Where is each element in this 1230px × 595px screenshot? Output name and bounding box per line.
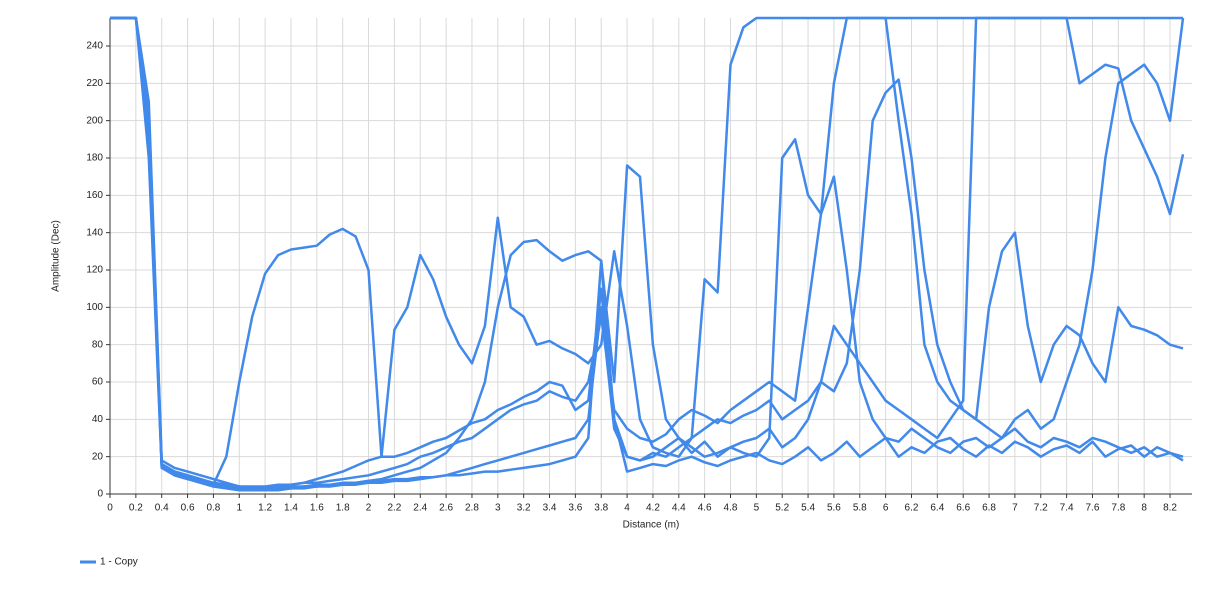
x-tick-label: 2 [366, 503, 372, 514]
x-tick-label: 8 [1141, 503, 1147, 514]
y-tick-label: 40 [92, 414, 104, 425]
x-tick-label: 5.4 [801, 503, 815, 514]
y-tick-label: 200 [86, 115, 103, 126]
x-tick-label: 4.8 [724, 503, 738, 514]
x-tick-label: 7 [1012, 503, 1018, 514]
y-tick-label: 140 [86, 227, 103, 238]
x-tick-label: 4.2 [646, 503, 660, 514]
x-tick-label: 6.6 [956, 503, 970, 514]
x-tick-label: 1.8 [336, 503, 350, 514]
x-tick-label: 7.2 [1034, 503, 1048, 514]
y-tick-label: 120 [86, 265, 103, 276]
y-tick-label: 100 [86, 302, 103, 313]
x-tick-label: 7.4 [1060, 503, 1074, 514]
y-axis-label: Amplitude (Dec) [51, 220, 62, 292]
x-tick-label: 1.4 [284, 503, 298, 514]
trace-line [110, 16, 1184, 488]
x-tick-label: 6.8 [982, 503, 996, 514]
x-tick-label: 3.4 [543, 503, 557, 514]
y-tick-label: 220 [86, 78, 103, 89]
x-tick-label: 6.4 [930, 503, 944, 514]
x-tick-label: 5.8 [853, 503, 867, 514]
x-tick-label: 3.2 [517, 503, 531, 514]
x-tick-label: 2.2 [387, 503, 401, 514]
y-tick-label: 80 [92, 339, 104, 350]
x-tick-label: 2.6 [439, 503, 453, 514]
x-tick-label: 4.6 [698, 503, 712, 514]
x-tick-label: 0.2 [129, 503, 143, 514]
trace-line [110, 16, 1185, 492]
x-tick-label: 1 [236, 503, 242, 514]
x-tick-label: 7.6 [1086, 503, 1100, 514]
x-tick-label: 4.4 [672, 503, 686, 514]
x-tick-label: 4 [624, 503, 630, 514]
x-tick-label: 1.6 [310, 503, 324, 514]
x-tick-label: 0.6 [181, 503, 195, 514]
x-tick-label: 5.2 [775, 503, 789, 514]
x-tick-label: 6.2 [905, 503, 919, 514]
x-tick-label: 0.8 [206, 503, 220, 514]
y-tick-label: 20 [92, 451, 104, 462]
x-tick-label: 3.8 [594, 503, 608, 514]
x-tick-label: 2.8 [465, 503, 479, 514]
x-tick-label: 8.2 [1163, 503, 1177, 514]
x-tick-label: 3 [495, 503, 501, 514]
legend-label: 1 - Copy [100, 557, 138, 568]
x-tick-label: 7.8 [1111, 503, 1125, 514]
x-tick-label: 0.4 [155, 503, 169, 514]
x-tick-label: 1.2 [258, 503, 272, 514]
trace-line [110, 16, 1184, 490]
y-tick-label: 180 [86, 153, 103, 164]
y-tick-label: 60 [92, 377, 104, 388]
x-axis-label: Distance (m) [623, 520, 680, 531]
x-tick-label: 3.6 [568, 503, 582, 514]
x-tick-label: 6 [883, 503, 889, 514]
x-tick-label: 0 [107, 503, 113, 514]
y-tick-label: 0 [97, 489, 103, 500]
x-tick-label: 5 [754, 503, 760, 514]
y-tick-label: 160 [86, 190, 103, 201]
x-tick-label: 2.4 [413, 503, 427, 514]
x-tick-label: 5.6 [827, 503, 841, 514]
y-tick-label: 240 [86, 41, 103, 52]
